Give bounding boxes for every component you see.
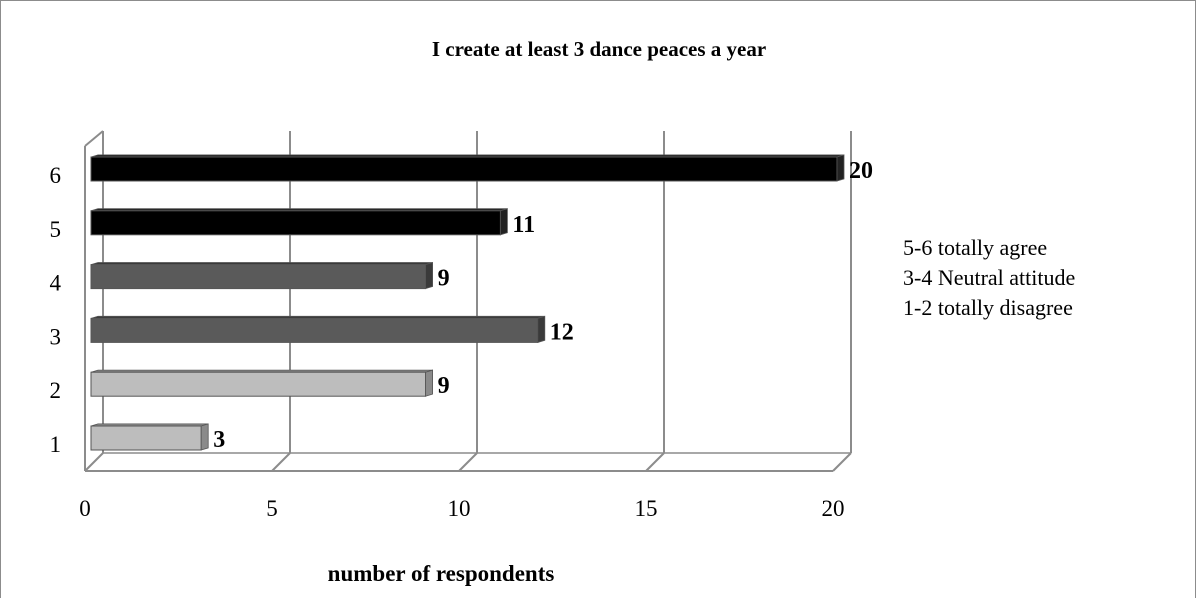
legend-entry: 1-2 totally disagree [903, 295, 1073, 320]
bar [90, 210, 501, 236]
x-tick-label: 5 [266, 496, 278, 521]
x-tick-label: 10 [448, 496, 471, 521]
bar [90, 264, 427, 290]
y-tick-label: 4 [50, 271, 62, 296]
x-tick-label: 0 [79, 496, 91, 521]
bar [90, 425, 202, 451]
y-tick-label: 6 [50, 163, 62, 188]
chart-title: I create at least 3 dance peaces a year [431, 37, 767, 61]
bar [90, 156, 838, 182]
y-tick-label: 3 [50, 324, 62, 349]
x-tick-label: 15 [635, 496, 658, 521]
floor-gridline [84, 452, 104, 472]
legend: 5-6 totally agree 3-4 Neutral attitude 1… [903, 233, 1075, 323]
floor-gridline [458, 452, 478, 472]
data-label: 3 [213, 427, 225, 453]
data-label: 20 [849, 158, 873, 184]
floor-gridline [645, 452, 665, 472]
bar [90, 317, 539, 343]
floor-gridline [832, 452, 852, 472]
bar-end-face [537, 315, 546, 343]
bar-end-face [425, 369, 434, 397]
data-label: 9 [438, 373, 450, 399]
data-label: 12 [550, 319, 574, 345]
bar-end-face [425, 261, 434, 290]
floor-gridline [271, 452, 291, 472]
axis-depth-line [84, 130, 104, 147]
bar-end-face [200, 423, 209, 451]
legend-entry: 5-6 totally agree [903, 235, 1048, 260]
x-tick-label: 20 [822, 496, 845, 521]
data-label: 11 [512, 212, 535, 238]
bar [90, 371, 427, 397]
bar-end-face [499, 208, 508, 236]
y-tick-label: 5 [50, 217, 62, 242]
legend-entry: 3-4 Neutral attitude [903, 265, 1076, 290]
y-tick-label: 1 [50, 432, 62, 457]
data-label: 9 [438, 266, 450, 292]
bar-end-face [836, 154, 845, 182]
x-axis-label: number of respondents [327, 561, 555, 586]
y-tick-label: 2 [50, 378, 62, 403]
